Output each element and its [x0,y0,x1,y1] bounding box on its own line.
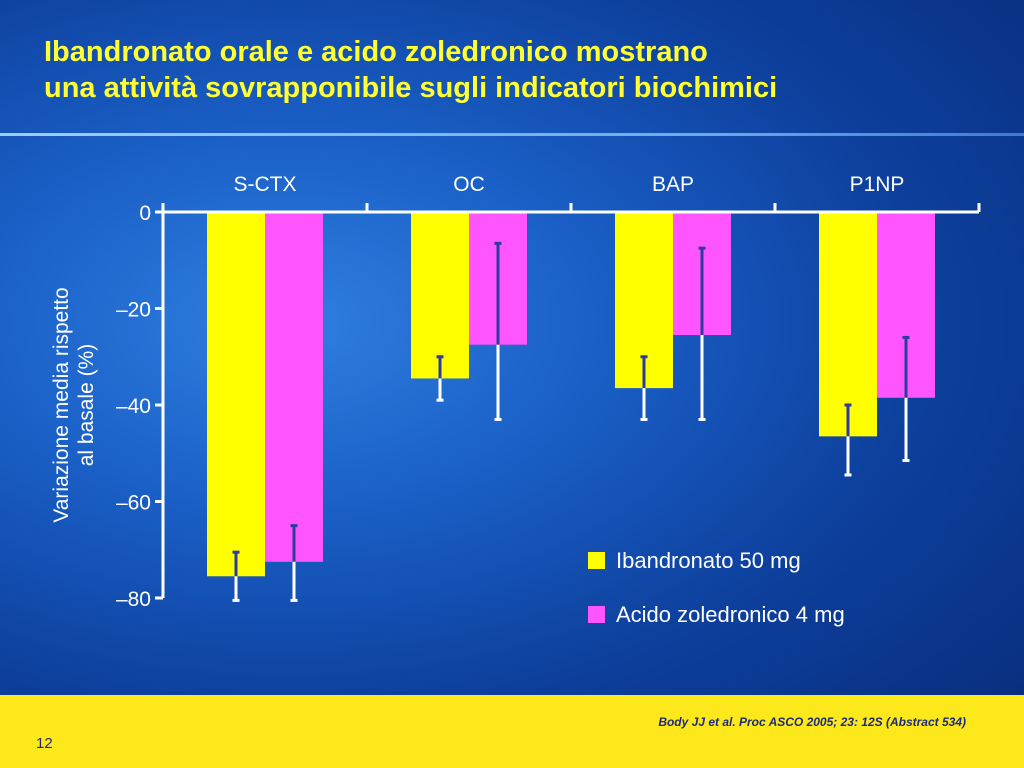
y-tick-label: –40 [116,395,151,418]
legend-swatch-magenta [588,606,605,623]
title-line-1: Ibandronato orale e acido zoledronico mo… [44,36,708,68]
y-tick-label: –20 [116,299,151,322]
category-label-s-ctx: S-CTX [234,173,297,196]
bar-1-p1np [819,212,877,437]
category-label-p1np: P1NP [850,173,905,196]
legend-label-zoledronico: Acido zoledronico 4 mg [616,602,845,627]
slide-title: Ibandronato orale e acido zoledronico mo… [44,34,777,106]
y-tick-label: –80 [116,588,151,611]
category-label-oc: OC [453,173,485,196]
title-divider [0,133,1024,136]
y-tick-label: 0 [139,202,151,225]
y-axis-title-line-2: al basale (%) [75,344,98,467]
title-line-2: una attività sovrapponibile sugli indica… [44,72,778,104]
y-axis-title: Variazione media rispettoal basale (%) [50,287,98,522]
bar-2-s-ctx [265,212,323,562]
page-number: 12 [36,735,53,752]
bar-1-oc [411,212,469,379]
footer-band: Body JJ et al. Proc ASCO 2005; 23: 12S (… [0,695,1024,768]
legend-swatch-yellow [588,552,605,569]
legend-label-ibandronato: Ibandronato 50 mg [616,548,801,573]
bar-1-s-ctx [207,212,265,577]
category-label-bap: BAP [652,173,694,196]
source-citation: Body JJ et al. Proc ASCO 2005; 23: 12S (… [658,715,966,729]
y-axis-title-line-1: Variazione media rispetto [50,287,73,522]
y-tick-label: –60 [116,492,151,515]
